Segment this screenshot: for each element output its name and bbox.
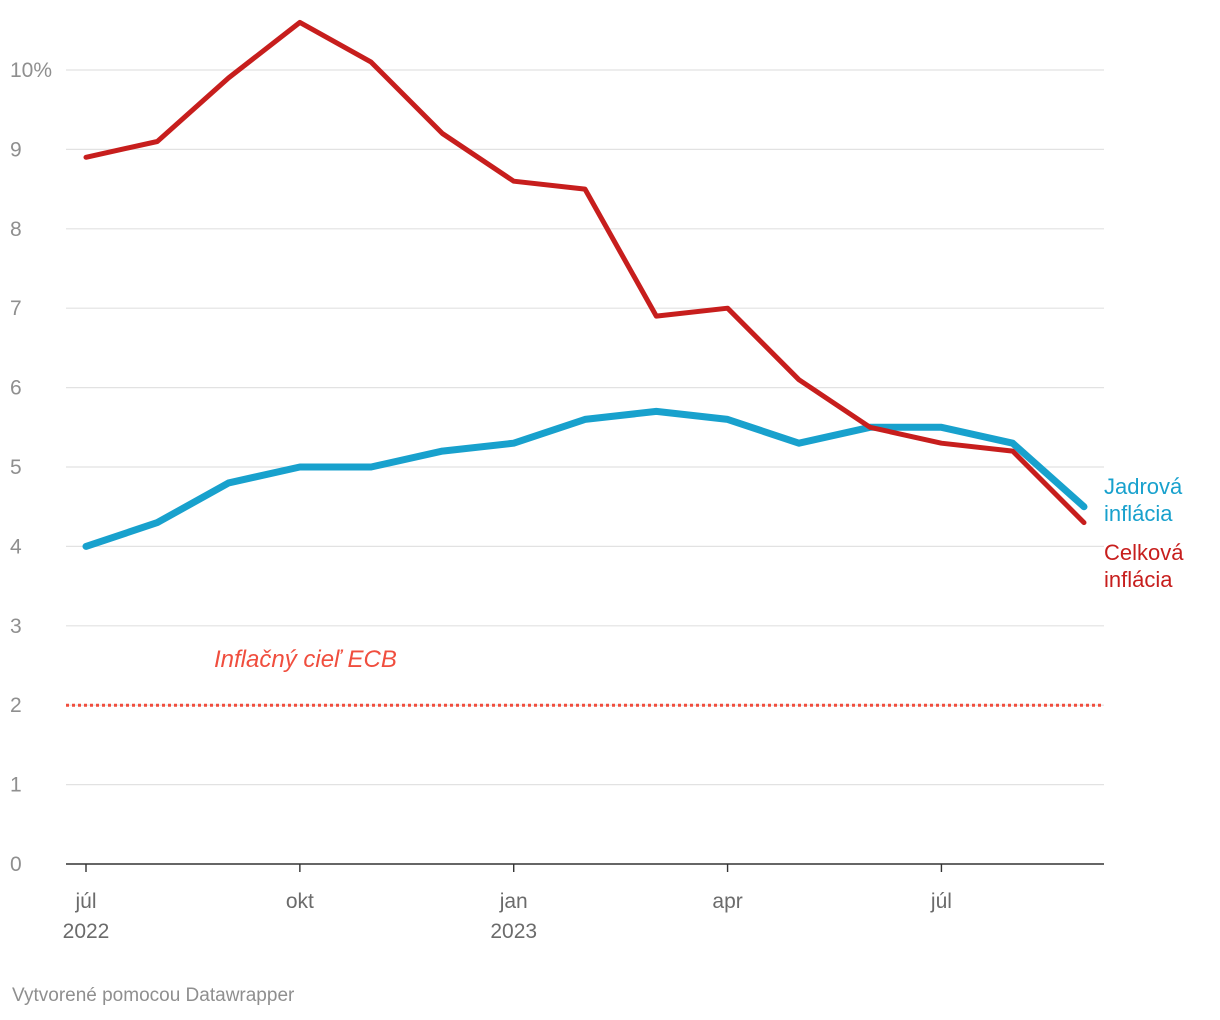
- footer-credit: Vytvorené pomocou Datawrapper: [12, 985, 295, 1006]
- y-tick-label-7: 7: [10, 297, 22, 320]
- y-tick-label-2: 2: [10, 694, 22, 717]
- y-tick-label-8: 8: [10, 218, 22, 241]
- series-label-core-0: Jadrová: [1104, 474, 1183, 499]
- y-tick-label-3: 3: [10, 615, 22, 638]
- chart-svg: 0 1 2 3 4 5 6 7 8 9 10% Inflačný cieľ ECB júl 2022 okt…: [10, 19, 1184, 943]
- y-tick-label-4: 4: [10, 535, 22, 558]
- x-tick-year-0: 2022: [63, 920, 110, 943]
- x-tick-label-4: júl: [930, 890, 952, 913]
- line-chart: 0 1 2 3 4 5 6 7 8 9 10% Inflačný cieľ ECB júl 2022 okt…: [10, 19, 1184, 943]
- y-tick-label-5: 5: [10, 456, 22, 479]
- y-tick-label-0: 0: [10, 853, 22, 876]
- ecb-target-label: Inflačný cieľ ECB: [214, 646, 397, 673]
- x-tick-label-1: okt: [286, 890, 314, 913]
- x-tick-label-0: júl: [74, 890, 96, 913]
- x-tick-year-2: 2023: [490, 920, 537, 943]
- series-label-core-1: inflácia: [1104, 501, 1173, 526]
- y-tick-label-10: 10%: [10, 59, 52, 82]
- series-line-core: [82, 407, 1088, 550]
- y-tick-label-9: 9: [10, 138, 22, 161]
- y-tick-label-6: 6: [10, 377, 22, 400]
- series-label-headline-0: Celková: [1104, 540, 1184, 565]
- y-tick-label-1: 1: [10, 774, 22, 797]
- series-label-headline-1: inflácia: [1104, 567, 1173, 592]
- x-tick-label-3: apr: [712, 890, 742, 913]
- x-tick-label-2: jan: [499, 890, 528, 913]
- series-line-headline: [83, 19, 1087, 526]
